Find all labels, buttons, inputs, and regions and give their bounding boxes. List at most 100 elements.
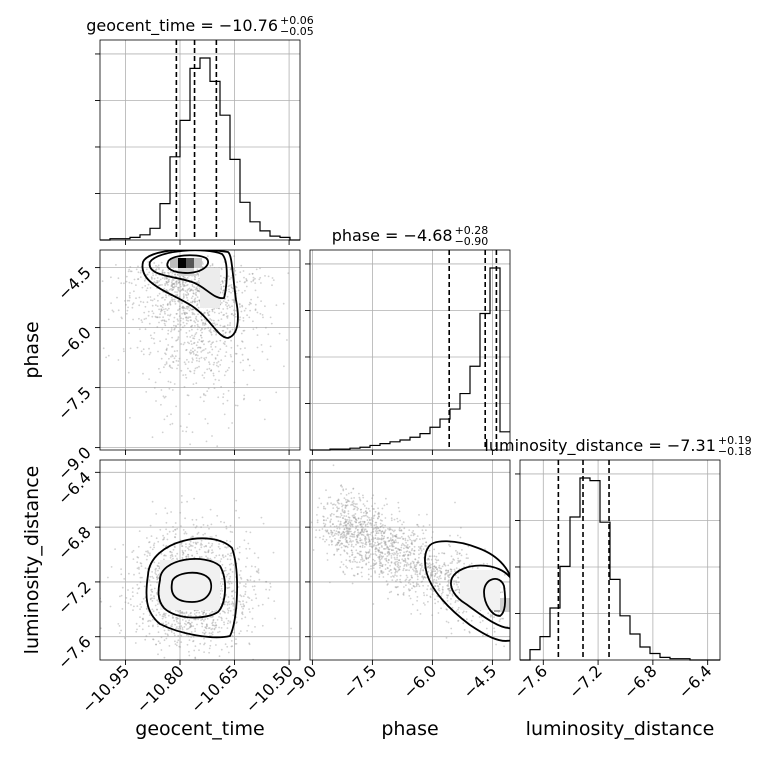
sample-point — [181, 545, 183, 547]
sample-point — [345, 520, 347, 523]
sample-point — [264, 305, 266, 308]
sample-point — [200, 336, 203, 339]
sample-point — [428, 524, 431, 526]
sample-point — [260, 300, 262, 302]
sample-point — [240, 264, 243, 267]
sample-point — [238, 516, 241, 519]
sample-point — [513, 592, 515, 594]
sample-point — [165, 278, 168, 280]
sample-point — [502, 617, 505, 620]
sample-point — [206, 524, 209, 527]
sample-point — [447, 575, 449, 578]
sample-point — [147, 296, 149, 299]
sample-point — [213, 361, 216, 364]
sample-point — [165, 281, 168, 283]
sample-point — [170, 413, 172, 416]
sample-point — [170, 327, 173, 329]
sample-point — [179, 425, 182, 428]
sample-point — [201, 618, 204, 621]
sample-point — [160, 319, 163, 322]
sample-point — [344, 511, 346, 513]
sample-point — [179, 283, 182, 286]
sample-point — [352, 504, 354, 506]
sample-point — [167, 271, 169, 274]
sample-point — [390, 576, 392, 578]
sample-point — [228, 582, 231, 585]
sample-point — [171, 278, 174, 280]
sample-point — [176, 620, 178, 623]
sample-point — [396, 578, 399, 581]
sample-point — [428, 562, 431, 565]
sample-point — [259, 312, 262, 315]
sample-point — [202, 612, 205, 615]
sample-point — [428, 555, 431, 558]
sample-point — [400, 536, 403, 538]
sample-point — [127, 589, 129, 591]
sample-point — [354, 516, 356, 518]
sample-point — [223, 313, 226, 316]
sample-point — [153, 587, 156, 590]
sample-point — [405, 578, 408, 581]
sample-point — [178, 625, 181, 628]
sample-point — [416, 571, 418, 574]
sample-point — [236, 621, 238, 624]
sample-point — [163, 612, 166, 615]
sample-point — [172, 548, 175, 551]
sample-point — [185, 284, 188, 287]
sample-point — [241, 613, 244, 616]
sample-point — [220, 455, 222, 457]
sample-point — [235, 352, 238, 355]
sample-point — [337, 501, 339, 504]
sample-point — [176, 616, 178, 619]
sample-point — [341, 535, 344, 537]
sample-point — [239, 316, 242, 319]
sample-point — [437, 578, 440, 580]
sample-point — [391, 545, 394, 547]
sample-point — [481, 619, 484, 622]
sample-point — [247, 579, 249, 582]
sample-point — [394, 535, 397, 538]
sample-point — [150, 535, 153, 537]
sample-point — [191, 334, 193, 337]
sample-point — [457, 600, 459, 602]
sample-point — [342, 488, 345, 491]
sample-point — [175, 282, 178, 284]
sample-point — [118, 625, 121, 627]
sample-point — [175, 283, 178, 286]
sample-point — [227, 285, 230, 288]
sample-point — [149, 296, 152, 298]
sample-point — [385, 557, 388, 560]
sample-point — [149, 575, 152, 578]
sample-point — [173, 357, 176, 360]
sample-point — [337, 516, 340, 518]
sample-point — [151, 436, 154, 439]
sample-point — [163, 320, 166, 322]
sample-point — [337, 531, 340, 534]
sample-point — [219, 547, 221, 550]
sample-point — [457, 619, 460, 622]
sample-point — [216, 354, 219, 357]
sample-point — [374, 541, 376, 544]
sample-point — [400, 529, 403, 532]
sample-point — [427, 570, 429, 573]
sample-point — [227, 389, 230, 392]
sample-point — [471, 566, 474, 569]
sample-point — [128, 281, 131, 284]
sample-point — [361, 558, 364, 560]
sample-point — [359, 523, 362, 526]
sample-point — [316, 521, 319, 524]
sample-point — [226, 627, 229, 629]
sample-point — [222, 610, 224, 613]
sample-point — [200, 546, 203, 549]
sample-point — [430, 558, 433, 561]
sample-point — [418, 514, 420, 516]
sample-point — [191, 313, 194, 316]
sample-point — [383, 531, 385, 534]
sample-point — [195, 315, 198, 318]
sample-point — [351, 523, 354, 526]
sample-point — [198, 649, 200, 652]
sample-point — [449, 603, 452, 605]
sample-point — [214, 611, 216, 613]
sample-point — [171, 298, 174, 301]
sample-point — [181, 302, 183, 305]
